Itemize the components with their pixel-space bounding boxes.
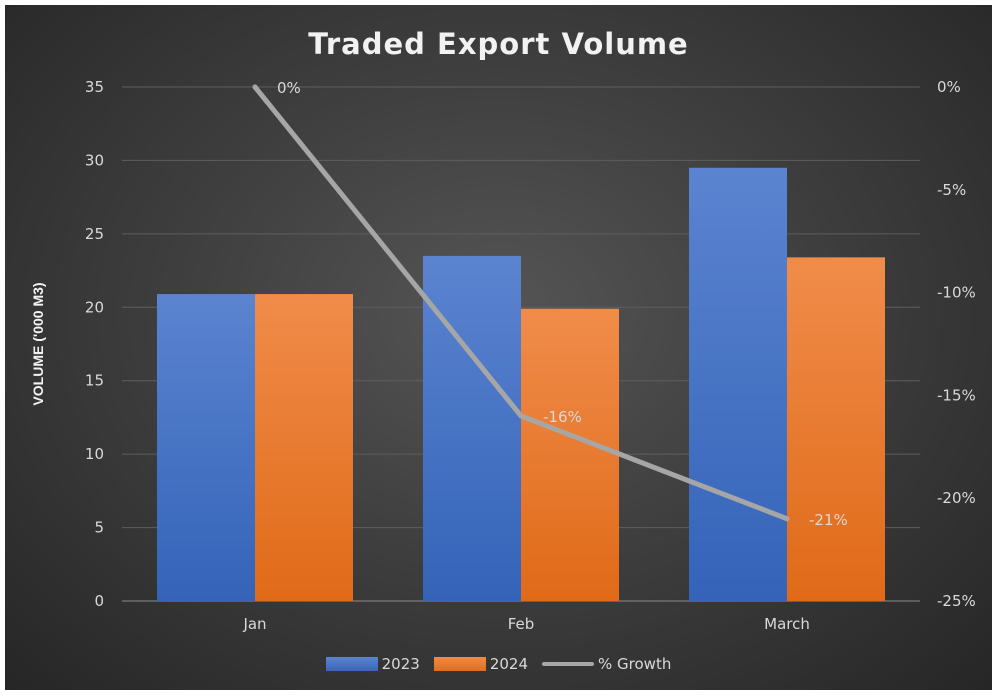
y-tick-label: 35 bbox=[85, 78, 104, 96]
y-tick-label: 30 bbox=[85, 151, 104, 169]
y2-tick-label: -15% bbox=[937, 386, 976, 404]
growth-point bbox=[252, 84, 258, 90]
growth-point bbox=[784, 516, 790, 522]
y-tick-label: 25 bbox=[85, 225, 104, 243]
y2-tick-label: -10% bbox=[937, 284, 976, 302]
growth-data-label: 0% bbox=[277, 79, 301, 97]
chart-title: Traded Export Volume bbox=[308, 27, 689, 61]
bar-2024 bbox=[255, 294, 353, 601]
y2-tick-label: -5% bbox=[937, 181, 966, 199]
bar-2023 bbox=[689, 167, 787, 601]
legend-item-2024: 2024 bbox=[433, 655, 529, 673]
growth-data-label: -16% bbox=[543, 408, 582, 426]
x-tick-label: March bbox=[764, 615, 810, 633]
legend-label-growth: % Growth bbox=[598, 655, 672, 673]
y-tick-label: 5 bbox=[94, 519, 104, 537]
chart-plot: 0 5 10 15 20 25 30 35 -25% -20% -15% -10% -5% 0% VOLUM… bbox=[30, 78, 976, 633]
y-tick-label: 15 bbox=[85, 372, 104, 390]
legend-label-2024: 2024 bbox=[489, 655, 529, 673]
y-tick-label: 20 bbox=[85, 298, 104, 316]
y2-tick-label: -20% bbox=[937, 489, 976, 507]
legend-item-growth: % Growth bbox=[542, 655, 671, 673]
legend-label-2023: 2023 bbox=[381, 655, 420, 673]
x-tick-label: Feb bbox=[508, 615, 535, 633]
legend-swatch-2024 bbox=[433, 657, 486, 671]
x-tick-label: Jan bbox=[242, 615, 266, 633]
legend: 2023 2024 % Growth bbox=[5, 655, 992, 673]
bar-2024 bbox=[787, 257, 885, 601]
bar-2023 bbox=[423, 255, 521, 601]
y2-tick-label: 0% bbox=[937, 78, 961, 96]
y-tick-label: 10 bbox=[85, 445, 104, 463]
bar-2024 bbox=[521, 308, 619, 601]
legend-item-2023: 2023 bbox=[325, 655, 420, 673]
bar-2023 bbox=[157, 294, 255, 601]
legend-swatch-2023 bbox=[325, 657, 378, 671]
y-tick-label: 0 bbox=[94, 592, 104, 610]
legend-swatch-growth bbox=[542, 662, 595, 666]
growth-point bbox=[518, 413, 524, 419]
y-axis-title: VOLUME ('000 M3) bbox=[30, 282, 46, 405]
growth-data-label: -21% bbox=[809, 511, 848, 529]
y2-tick-label: -25% bbox=[937, 592, 976, 610]
chart-area: Traded Export Volume 0 5 10 15 20 25 30 35 -25% -… bbox=[5, 5, 992, 690]
